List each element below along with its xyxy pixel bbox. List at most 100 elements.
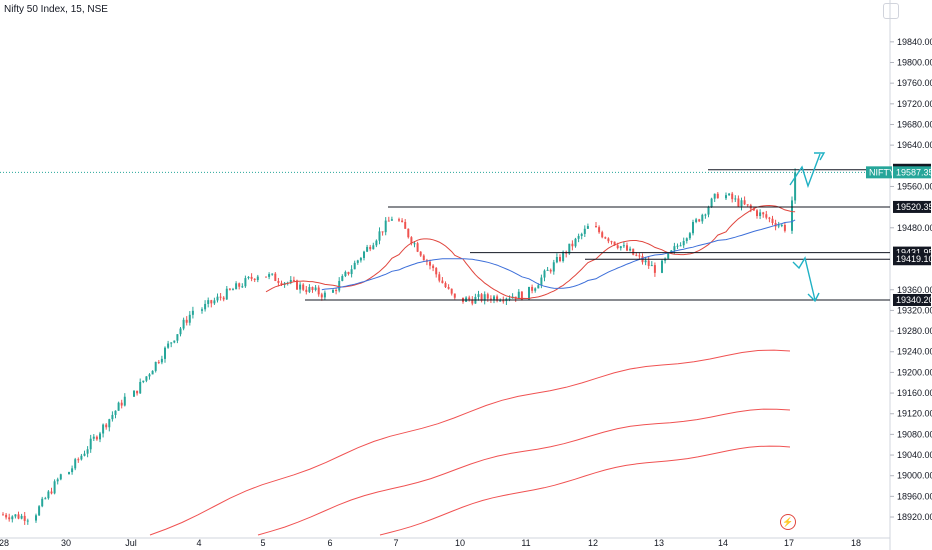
candle <box>444 281 447 289</box>
candle <box>341 274 344 282</box>
candle <box>114 410 117 419</box>
candle <box>359 256 362 263</box>
candle-body <box>338 280 341 291</box>
candle-body <box>653 265 656 273</box>
candle-body <box>486 294 489 299</box>
candle <box>568 243 571 255</box>
candle <box>222 296 225 302</box>
candle-body <box>746 204 749 206</box>
candle <box>228 288 231 291</box>
candle <box>268 272 271 280</box>
candle <box>571 240 574 251</box>
candle <box>302 283 305 292</box>
candle <box>438 271 441 283</box>
y-tick-label: 19000.00 <box>897 471 932 481</box>
candle-body <box>444 283 447 288</box>
candle <box>401 218 404 223</box>
band-curve-upper <box>149 349 791 536</box>
candle-body <box>378 231 381 241</box>
candle-body <box>661 260 663 273</box>
candle <box>314 285 317 292</box>
x-tick-label: 5 <box>260 538 265 548</box>
candle <box>136 390 139 396</box>
candle-body <box>139 381 142 394</box>
candle <box>225 286 228 301</box>
candle-body <box>44 498 47 500</box>
candle <box>737 195 740 208</box>
candle-body <box>308 287 311 292</box>
candle <box>77 457 80 463</box>
candle <box>204 300 207 312</box>
y-tick-label: 19200.00 <box>897 367 932 377</box>
candle-body <box>117 402 120 411</box>
candle-body <box>685 238 688 241</box>
candle <box>338 277 341 293</box>
candle-body <box>613 241 616 246</box>
candle-body <box>508 298 511 300</box>
candle <box>471 296 474 306</box>
candle-body <box>673 246 676 251</box>
y-tick-label: 19240.00 <box>897 347 932 357</box>
candle-body <box>713 193 716 199</box>
candle-body <box>568 243 571 254</box>
candle-body <box>707 207 710 215</box>
candle-body <box>737 198 740 207</box>
candle <box>308 284 311 294</box>
candle-body <box>531 286 534 291</box>
candle-body <box>41 498 44 507</box>
candle-body <box>335 290 338 292</box>
candle <box>771 215 774 226</box>
candle-body <box>604 237 607 239</box>
candle <box>398 217 400 222</box>
candle <box>99 431 101 443</box>
candle-body <box>108 419 111 428</box>
candle <box>710 197 713 208</box>
candle <box>601 230 604 239</box>
candle <box>746 204 749 207</box>
candle-body <box>743 200 746 205</box>
candle-body <box>296 280 298 290</box>
candle <box>170 342 173 348</box>
candle <box>404 219 407 229</box>
candle <box>185 316 188 326</box>
candle-body <box>499 300 502 302</box>
candle-body <box>311 287 314 290</box>
candle <box>707 205 710 218</box>
lightning-icon[interactable]: ⚡ <box>780 514 796 530</box>
candle <box>92 434 95 442</box>
candle-body <box>559 257 561 262</box>
y-tick-label: 19760.00 <box>897 78 932 88</box>
candle-body <box>188 314 191 323</box>
candle <box>407 228 410 239</box>
candle-body <box>734 198 737 200</box>
chart-settings-icon[interactable] <box>883 3 899 19</box>
candle <box>23 512 26 525</box>
candle-body <box>765 214 768 218</box>
candle <box>565 250 568 258</box>
candle-body <box>250 276 253 279</box>
candle-body <box>647 260 650 266</box>
candle-body <box>716 193 719 199</box>
candle <box>610 240 613 245</box>
candle-body <box>359 257 362 261</box>
level-label: 19419.10 <box>896 254 932 264</box>
candle-body <box>2 514 4 516</box>
candle-body <box>68 472 70 475</box>
candle-body <box>432 265 435 269</box>
candle <box>11 515 14 523</box>
candle <box>619 245 622 251</box>
candle-body <box>387 220 390 222</box>
candle-body <box>384 220 387 233</box>
candle-body <box>496 296 499 301</box>
candle-body <box>710 198 713 208</box>
candle-body <box>453 293 456 298</box>
candle <box>120 399 123 409</box>
candle-body <box>372 245 375 250</box>
candle <box>320 292 323 301</box>
last-price-box <box>893 166 931 179</box>
y-tick-label: 19280.00 <box>897 326 932 336</box>
candle-body <box>341 276 344 281</box>
candle <box>713 193 716 203</box>
candle <box>453 293 456 300</box>
